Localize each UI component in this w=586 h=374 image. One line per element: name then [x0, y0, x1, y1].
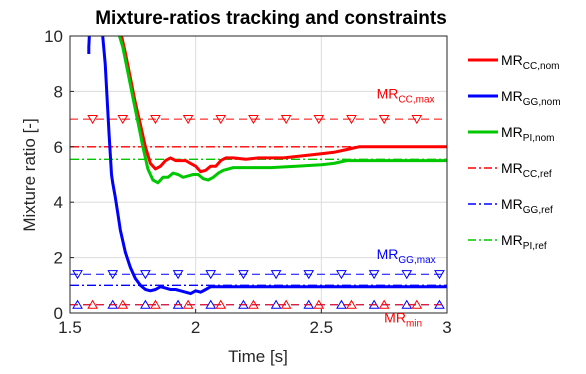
constraint-marker	[401, 270, 413, 280]
y-tick-label: 6	[54, 138, 63, 157]
x-tick-label: 1.5	[58, 318, 82, 337]
constraint-marker	[378, 115, 390, 125]
constraint-marker	[336, 270, 347, 280]
constraint-marker	[248, 299, 259, 309]
legend: MRCC,nom MRGG,nom MRPI,nom MRCC,ref MRGG,ref…	[468, 52, 561, 252]
constraint-marker	[238, 270, 249, 280]
x-tick-label: 2	[191, 318, 200, 337]
constraint-marker	[248, 115, 259, 125]
constraint-marker	[140, 299, 151, 309]
constraint-marker	[87, 115, 98, 125]
constraint-marker	[87, 299, 98, 309]
constraint-marker	[313, 115, 325, 125]
constraint-marker	[280, 115, 292, 125]
constraint-marker	[205, 299, 217, 309]
constraint-marker	[346, 115, 357, 125]
legend-label: MRGG,ref	[501, 196, 553, 216]
constraint-marker	[107, 270, 119, 280]
annotation-label: MRCC,max	[377, 85, 435, 105]
legend-label: MRGG,nom	[501, 88, 561, 108]
constraint-marker	[150, 115, 161, 125]
series-line-pi-nom	[117, 36, 447, 185]
constraint-marker	[280, 299, 292, 309]
x-axis-label: Time [s]	[228, 347, 288, 366]
x-tick-label: 3	[442, 318, 451, 337]
constraint-marker	[378, 299, 390, 309]
constraint-marker	[215, 115, 227, 125]
constraint-marker	[140, 270, 151, 280]
constraint-marker	[411, 115, 423, 125]
axes-box	[69, 35, 448, 314]
constraint-marker	[434, 270, 445, 280]
legend-label: MRPI,nom	[501, 124, 554, 144]
grid	[69, 35, 448, 314]
annotation-label: MRmin	[384, 310, 422, 330]
constraint-marker	[117, 115, 129, 125]
y-tick-label: 8	[54, 82, 63, 101]
legend-label: MRCC,ref	[501, 160, 552, 180]
series-line-gg-nom	[87, 36, 447, 296]
chart-title: Mixture-ratios tracking and constraints	[95, 8, 447, 29]
legend-label: MRPI,ref	[501, 232, 547, 252]
constraint-marker	[182, 115, 194, 125]
y-tick-label: 0	[54, 304, 63, 323]
constraint-marker	[172, 270, 184, 280]
constraint-marker	[205, 270, 217, 280]
plot-area	[70, 36, 447, 309]
constraint-marker	[117, 299, 129, 309]
y-tick-label: 4	[54, 193, 63, 212]
constraint-marker	[270, 270, 282, 280]
chart-annotations: MRCC,max MRGG,max MRmin	[377, 85, 436, 329]
constraint-marker	[346, 299, 357, 309]
constraint-marker	[215, 299, 227, 309]
constraint-marker	[313, 299, 325, 309]
y-tick-label: 2	[54, 249, 63, 268]
constraint-marker	[72, 270, 83, 280]
annotation-label: MRGG,max	[377, 246, 436, 266]
y-axis-label: Mixture ratio [-]	[20, 118, 39, 231]
x-tick-label: 2.5	[310, 318, 334, 337]
axis-ticks: 1.5 2 2.5 3 0 2 4 6 8 10	[44, 27, 452, 337]
y-tick-label: 10	[44, 27, 63, 46]
constraint-marker	[411, 299, 423, 309]
legend-label: MRCC,nom	[501, 52, 559, 72]
constraint-marker	[182, 299, 194, 309]
constraint-marker	[303, 270, 315, 280]
constraint-marker	[368, 270, 380, 280]
constraint-marker	[150, 299, 161, 309]
